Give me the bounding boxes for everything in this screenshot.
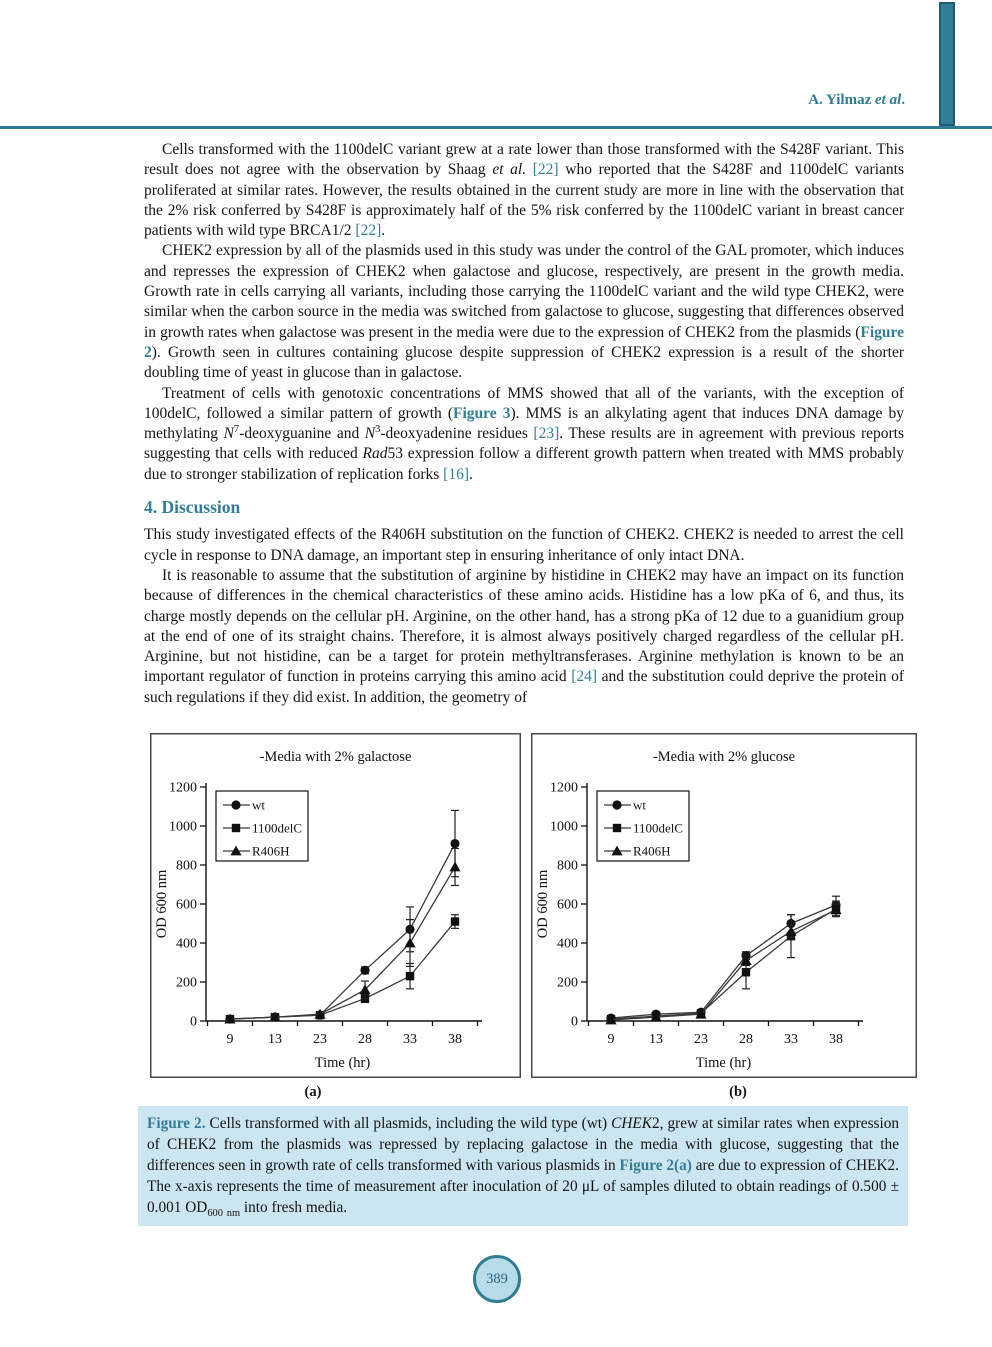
section-heading: 4. Discussion bbox=[144, 497, 241, 518]
svg-text:1200: 1200 bbox=[169, 781, 197, 796]
paragraph: It is reasonable to assume that the subs… bbox=[144, 566, 904, 706]
legend: wt 1100delC R406H bbox=[596, 790, 690, 862]
svg-text:400: 400 bbox=[176, 937, 197, 952]
svg-text:33: 33 bbox=[403, 1032, 417, 1047]
svg-text:200: 200 bbox=[176, 976, 197, 991]
svg-text:wt: wt bbox=[633, 798, 646, 813]
chart-title: -Media with 2% glucose bbox=[653, 749, 795, 765]
citation-or-figure-link[interactable]: Figure 2(a) bbox=[619, 1157, 692, 1174]
citation-or-figure-link[interactable]: [16] bbox=[443, 465, 469, 483]
svg-text:13: 13 bbox=[268, 1032, 282, 1047]
paragraph: This study investigated effects of the R… bbox=[144, 526, 904, 564]
chart-galactose: -Media with 2% galactose 0 200 400 600 800 100… bbox=[150, 733, 521, 1078]
svg-text:38: 38 bbox=[829, 1032, 843, 1047]
svg-text:1100delC: 1100delC bbox=[252, 821, 302, 836]
svg-text:38: 38 bbox=[448, 1032, 462, 1047]
citation-or-figure-link[interactable]: Figure 3 bbox=[453, 404, 511, 422]
svg-text:23: 23 bbox=[313, 1032, 327, 1047]
svg-text:600: 600 bbox=[176, 898, 197, 913]
header-accent-bar bbox=[939, 2, 955, 126]
paragraph: Treatment of cells with genotoxic concen… bbox=[144, 384, 905, 483]
series-R406H bbox=[224, 847, 461, 1024]
citation-or-figure-link[interactable]: [24] bbox=[571, 668, 598, 686]
svg-text:400: 400 bbox=[557, 937, 578, 952]
citation-or-figure-link[interactable]: Figure 2. bbox=[147, 1115, 206, 1132]
svg-text:1000: 1000 bbox=[169, 820, 197, 835]
svg-text:600: 600 bbox=[557, 898, 578, 913]
citation-or-figure-link[interactable]: Figure 2 bbox=[144, 323, 904, 361]
svg-text:800: 800 bbox=[557, 859, 578, 874]
svg-text:9: 9 bbox=[608, 1032, 615, 1047]
svg-text:200: 200 bbox=[557, 976, 578, 991]
svg-text:R406H: R406H bbox=[633, 844, 671, 859]
figure-sublabel-b: (b) bbox=[729, 1084, 747, 1100]
page-number-badge: 389 bbox=[473, 1255, 521, 1303]
y-axis-label: OD 600 nm bbox=[535, 869, 551, 938]
page-number: 389 bbox=[486, 1270, 508, 1287]
series-1100delC bbox=[606, 900, 841, 1024]
legend: wt 1100delC R406H bbox=[215, 790, 309, 862]
svg-text:1000: 1000 bbox=[550, 820, 578, 835]
svg-text:28: 28 bbox=[739, 1032, 753, 1047]
svg-text:23: 23 bbox=[694, 1032, 708, 1047]
svg-text:800: 800 bbox=[176, 859, 197, 874]
series-1100delC bbox=[225, 914, 460, 1024]
svg-text:wt: wt bbox=[252, 798, 265, 813]
chart-glucose: -Media with 2% glucose 0 200 400 600 800 1000 1… bbox=[531, 733, 917, 1078]
x-axis-label: Time (hr) bbox=[696, 1055, 752, 1071]
running-head: A. Yilmaz et al. bbox=[808, 92, 905, 108]
chart-title: -Media with 2% galactose bbox=[260, 749, 412, 765]
header-rule bbox=[0, 126, 992, 129]
svg-text:13: 13 bbox=[649, 1032, 663, 1047]
x-axis-label: Time (hr) bbox=[315, 1055, 371, 1071]
y-axis-label: OD 600 nm bbox=[154, 869, 170, 938]
svg-text:1100delC: 1100delC bbox=[633, 821, 683, 836]
citation-or-figure-link[interactable]: [22] bbox=[355, 222, 382, 240]
series-R406H bbox=[605, 903, 842, 1025]
svg-text:9: 9 bbox=[227, 1032, 234, 1047]
figure-sublabel-a: (a) bbox=[304, 1084, 322, 1100]
body-text: Cells transformed with the 1100delC vari… bbox=[144, 140, 904, 708]
paragraph: Cells transformed with the 1100delC vari… bbox=[144, 141, 904, 240]
svg-text:1200: 1200 bbox=[550, 781, 578, 796]
svg-text:R406H: R406H bbox=[252, 844, 290, 859]
citation-or-figure-link[interactable]: [22] bbox=[532, 161, 559, 179]
paragraph: CHEK2 expression by all of the plasmids … bbox=[144, 242, 904, 382]
figure-caption: Figure 2. Cells transformed with all pla… bbox=[138, 1106, 908, 1226]
series-wt bbox=[606, 895, 841, 1023]
svg-text:33: 33 bbox=[784, 1032, 798, 1047]
svg-text:0: 0 bbox=[190, 1015, 197, 1030]
svg-text:0: 0 bbox=[571, 1015, 578, 1030]
citation-or-figure-link[interactable]: [23] bbox=[533, 425, 560, 443]
svg-text:28: 28 bbox=[358, 1032, 372, 1047]
